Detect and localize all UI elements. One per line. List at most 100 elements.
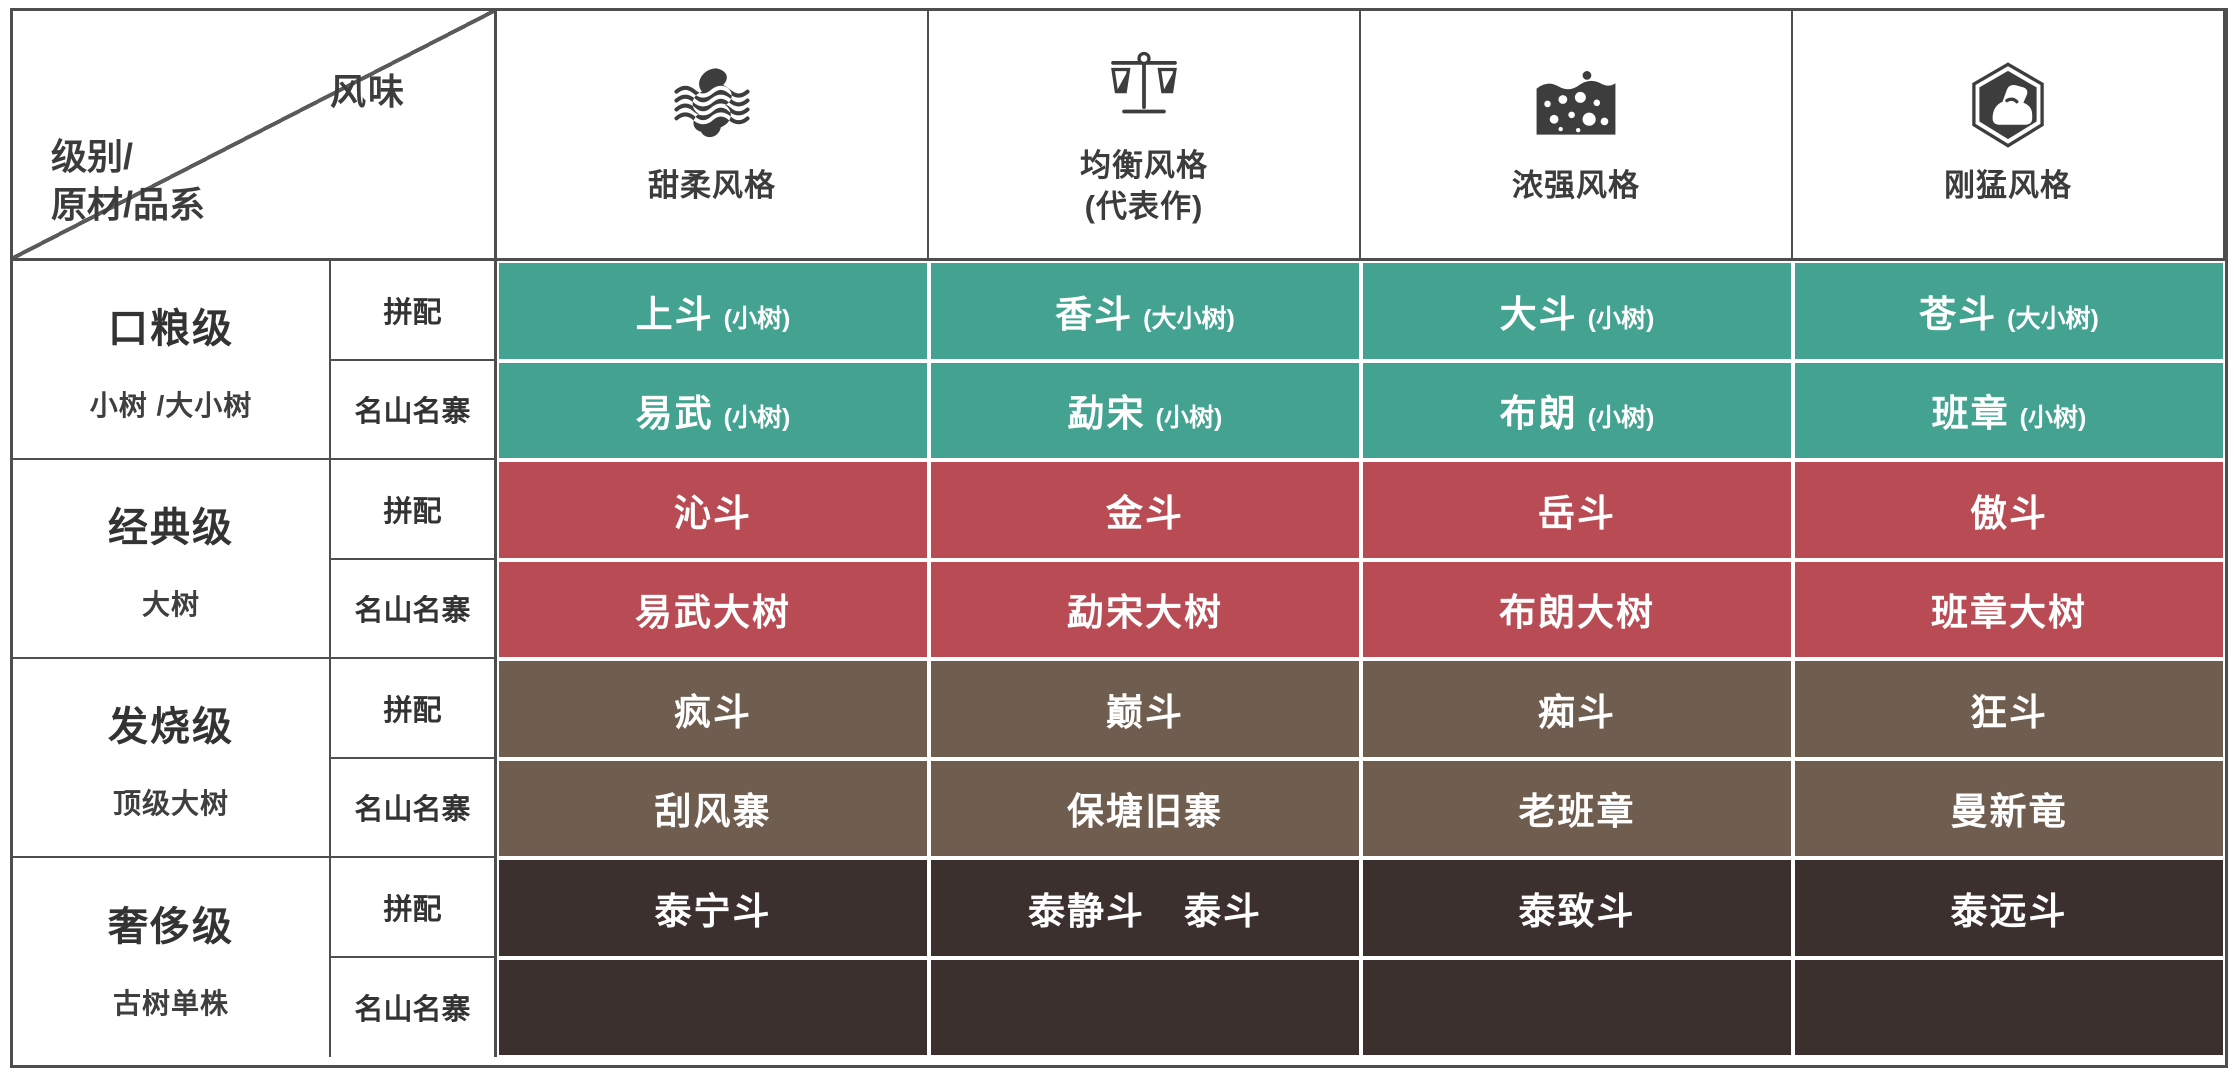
table-cell: 上斗 (小树) — [497, 261, 929, 361]
table-cell: 老班章 — [1361, 758, 1793, 858]
product-name: 狂斗 — [1970, 691, 2048, 733]
table-cell: 曼新竜 — [1793, 758, 2225, 858]
column-header-balanced: 均衡风格 (代表作) — [929, 11, 1361, 261]
column-header-label: 均衡风格 (代表作) — [1080, 146, 1208, 227]
table-cell: 保塘旧寨 — [929, 758, 1361, 858]
product-note: (小树) — [1587, 404, 1655, 433]
series-label-blend: 拼配 — [331, 460, 497, 560]
product-name: 沁斗 — [674, 492, 752, 534]
column-header-label: 甜柔风格 — [648, 168, 776, 204]
level-material: 大树 — [141, 588, 200, 620]
table-cell: 苍斗 (大小树) — [1793, 261, 2225, 361]
table-cell: 易武 (小树) — [497, 360, 929, 460]
table-cell: 班章大树 — [1793, 559, 2225, 659]
level-material: 小树 /大小树 — [89, 389, 253, 421]
product-name: 保塘旧寨 — [1067, 791, 1223, 833]
table-cell: 布朗大树 — [1361, 559, 1793, 659]
product-name: 布朗大树 — [1499, 592, 1655, 634]
table-cell-empty — [497, 957, 929, 1057]
product-name: 金斗 — [1106, 492, 1184, 534]
product-name: 上斗 — [635, 293, 714, 335]
level-title: 奢侈级 — [108, 904, 234, 949]
flavor-axis-label: 风味 — [329, 71, 406, 112]
column-header-strong: 浓强风格 — [1361, 11, 1793, 261]
table-cell: 易武大树 — [497, 559, 929, 659]
product-name: 巅斗 — [1106, 691, 1184, 733]
product-name: 班章大树 — [1931, 592, 2087, 634]
table-cell: 痴斗 — [1361, 659, 1793, 759]
column-header-main: 均衡风格 — [1080, 148, 1208, 184]
table-cell: 狂斗 — [1793, 659, 2225, 759]
table-cell: 巅斗 — [929, 659, 1361, 759]
level-cell-luxury: 奢侈级 古树单株 — [13, 858, 331, 1057]
product-name: 傲斗 — [1970, 492, 2048, 534]
product-name: 痴斗 — [1538, 691, 1616, 733]
product-name: 勐宋大树 — [1067, 592, 1223, 634]
level-cell-fever: 发烧级 顶级大树 — [13, 659, 331, 858]
product-name: 泰静斗 泰斗 — [1028, 890, 1262, 932]
corner-cell: 风味 级别/ 原材/品系 — [13, 11, 497, 261]
column-header-label: 浓强风格 — [1512, 168, 1640, 204]
table-cell: 金斗 — [929, 460, 1361, 560]
product-note: (大小树) — [2007, 304, 2099, 333]
series-label-blend: 拼配 — [331, 261, 497, 361]
table-cell: 傲斗 — [1793, 460, 2225, 560]
product-name: 泰宁斗 — [654, 890, 772, 932]
level-axis-line1: 级别/ — [51, 135, 134, 177]
series-label-blend: 拼配 — [331, 659, 497, 759]
product-name: 勐宋 — [1067, 393, 1146, 435]
column-header-label: 刚猛风格 — [1944, 168, 2072, 204]
column-header-sweet: 甜柔风格 — [497, 11, 929, 261]
product-note: (小树) — [723, 404, 791, 433]
level-title: 口粮级 — [108, 306, 234, 351]
level-cell-classic: 经典级 大树 — [13, 460, 331, 659]
series-label-famous: 名山名寨 — [331, 360, 497, 460]
column-header-fierce: 刚猛风格 — [1793, 11, 2225, 261]
product-name: 泰远斗 — [1950, 890, 2068, 932]
level-axis-line2: 原材/品系 — [51, 184, 206, 226]
product-name: 班章 — [1931, 393, 2010, 435]
product-matrix-table: 风味 级别/ 原材/品系 — [10, 8, 2228, 1068]
table-cell: 刮风寨 — [497, 758, 929, 858]
product-name: 岳斗 — [1538, 492, 1616, 534]
product-name: 易武大树 — [635, 592, 791, 634]
table-cell: 勐宋大树 — [929, 559, 1361, 659]
product-name: 泰致斗 — [1518, 890, 1636, 932]
table-cell: 布朗 (小树) — [1361, 360, 1793, 460]
table-cell: 勐宋 (小树) — [929, 360, 1361, 460]
table-cell-empty — [929, 957, 1361, 1057]
balance-scale-icon — [1102, 42, 1186, 128]
table-cell: 泰宁斗 — [497, 858, 929, 958]
product-note: (大小树) — [1143, 304, 1235, 333]
table-cell: 泰致斗 — [1361, 858, 1793, 958]
product-name: 苍斗 — [1919, 293, 1998, 335]
table-cell: 班章 (小树) — [1793, 360, 2225, 460]
product-name: 曼新竜 — [1950, 791, 2068, 833]
series-label-famous: 名山名寨 — [331, 957, 497, 1057]
product-name: 刮风寨 — [654, 791, 772, 833]
table-cell: 泰远斗 — [1793, 858, 2225, 958]
table-cell: 香斗 (大小树) — [929, 261, 1361, 361]
sponge-icon — [1530, 62, 1622, 148]
product-note: (小树) — [723, 304, 791, 333]
table-cell-empty — [1361, 957, 1793, 1057]
table-cell: 疯斗 — [497, 659, 929, 759]
muscle-hexagon-icon — [1966, 62, 2050, 148]
level-axis-label: 级别/ 原材/品系 — [51, 133, 205, 230]
product-name: 大斗 — [1499, 293, 1578, 335]
table-cell-empty — [1793, 957, 2225, 1057]
product-note: (小树) — [1155, 404, 1223, 433]
table-cell: 泰静斗 泰斗 — [929, 858, 1361, 958]
sweet-silk-icon — [672, 62, 752, 148]
table-cell: 大斗 (小树) — [1361, 261, 1793, 361]
product-name: 老班章 — [1518, 791, 1636, 833]
level-material: 古树单株 — [112, 987, 229, 1019]
product-note: (小树) — [2019, 404, 2087, 433]
product-name: 疯斗 — [674, 691, 752, 733]
table-cell: 岳斗 — [1361, 460, 1793, 560]
product-name: 布朗 — [1499, 393, 1578, 435]
level-title: 发烧级 — [108, 704, 234, 749]
product-name: 易武 — [635, 393, 714, 435]
series-label-famous: 名山名寨 — [331, 758, 497, 858]
level-title: 经典级 — [108, 505, 234, 550]
